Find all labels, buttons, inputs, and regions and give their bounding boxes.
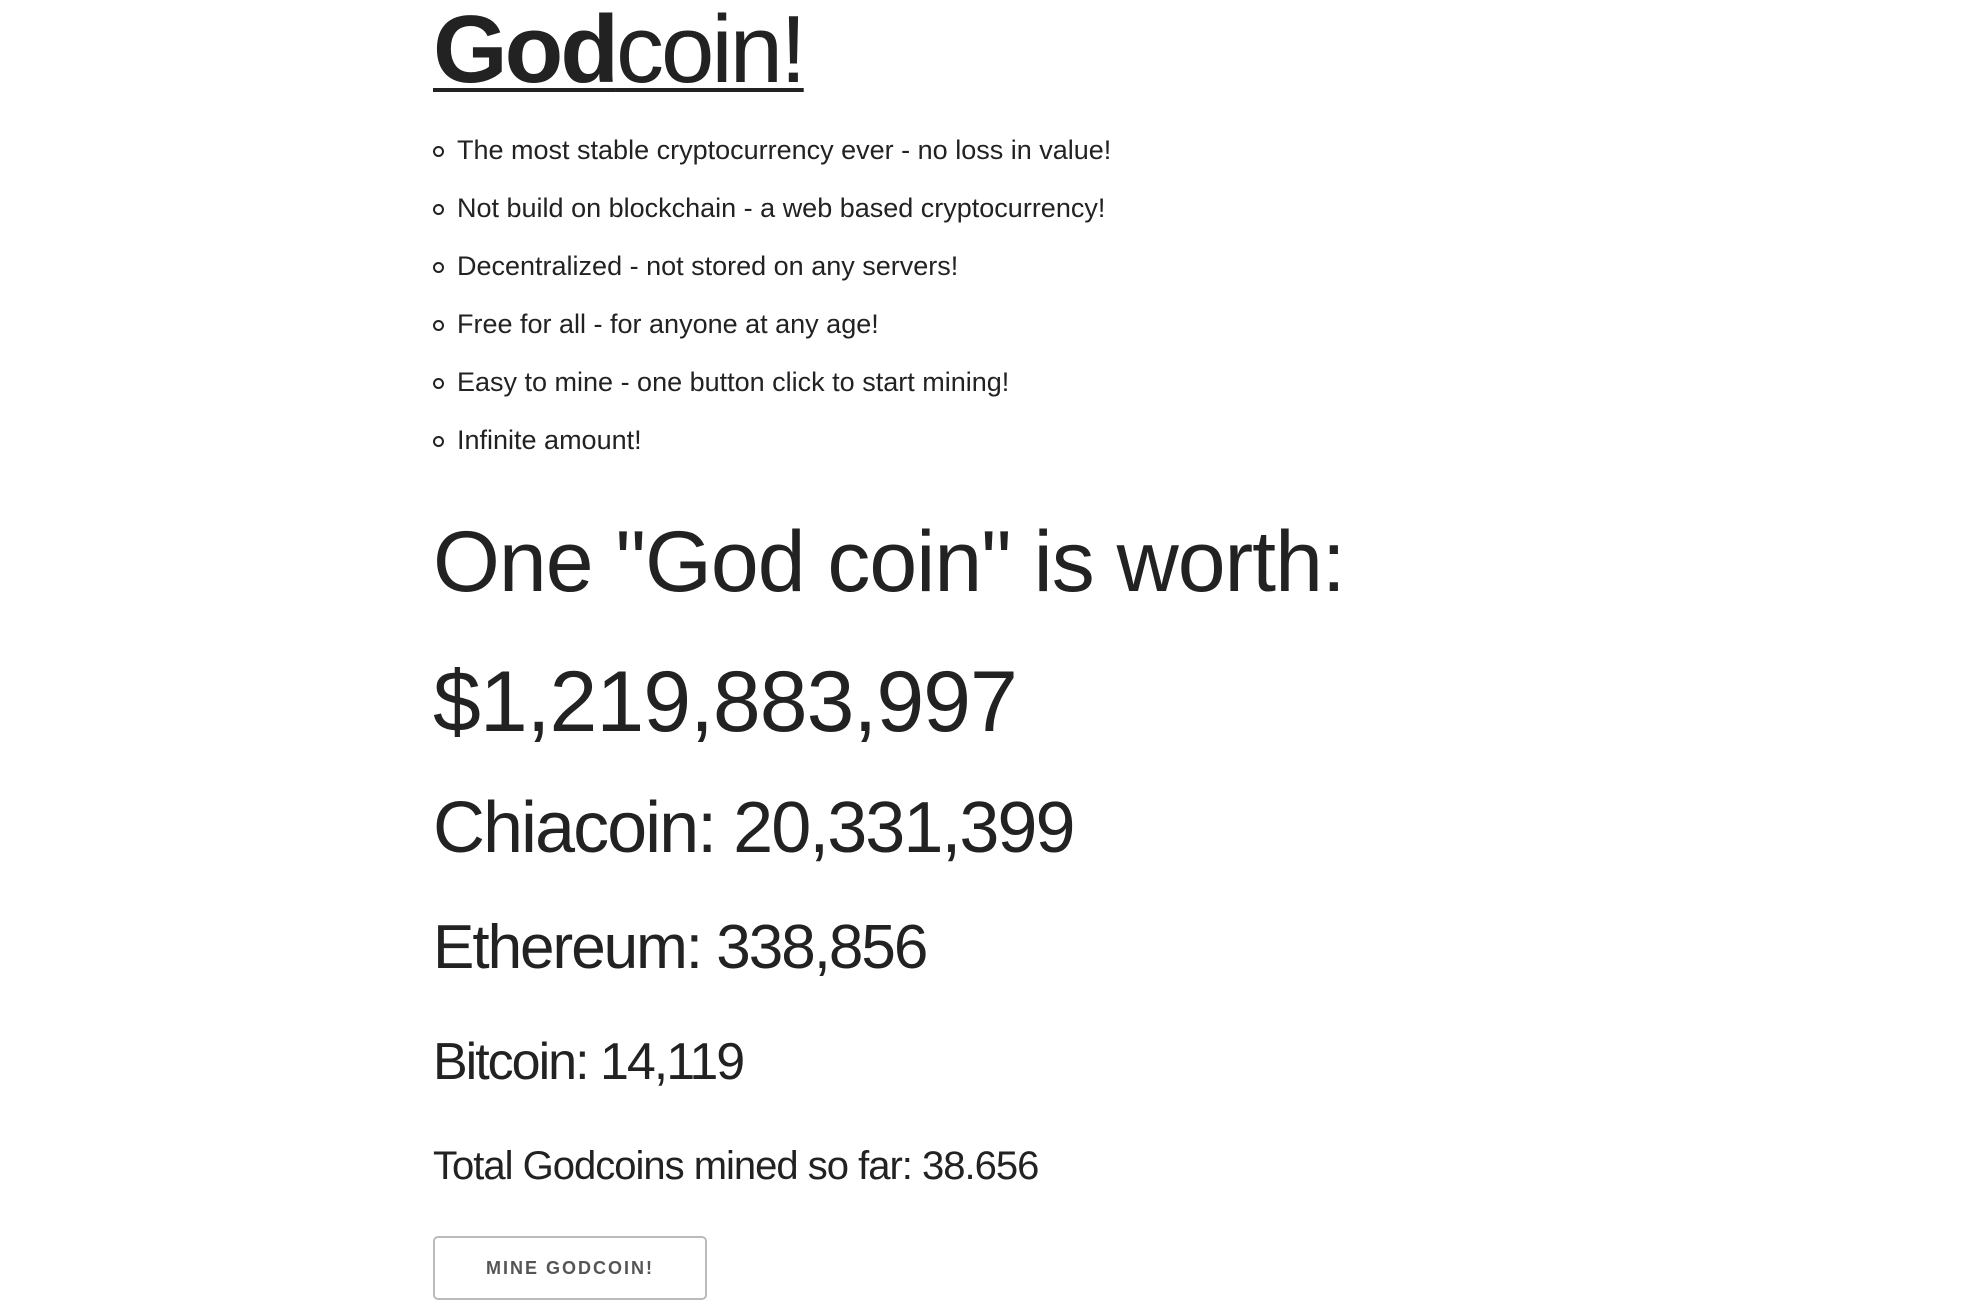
list-item: Infinite amount! [433,424,1533,456]
circle-bullet-icon [433,204,444,215]
title-link[interactable]: Godcoin! [433,0,807,103]
circle-bullet-icon [433,262,444,273]
ethereum-rate: Ethereum: 338,856 [433,913,928,982]
page-title: Godcoin! [433,0,1533,98]
mine-godcoin-button[interactable]: MINE GODCOIN! [433,1236,707,1300]
circle-bullet-icon [433,146,444,157]
feature-text: Not build on blockchain - a web based cr… [457,193,1106,223]
total-mined: Total Godcoins mined so far: 38.656 [433,1144,1039,1188]
list-item: Decentralized - not stored on any server… [433,250,1533,282]
list-item: Easy to mine - one button click to start… [433,366,1533,398]
feature-text: Decentralized - not stored on any server… [457,251,959,281]
main-content: Godcoin! The most stable cryptocurrency … [433,0,1533,1300]
title-rest-part: coin! [615,0,807,103]
feature-text: Easy to mine - one button click to start… [457,367,1010,397]
feature-list: The most stable cryptocurrency ever - no… [433,134,1533,456]
circle-bullet-icon [433,436,444,447]
circle-bullet-icon [433,320,444,331]
list-item: The most stable cryptocurrency ever - no… [433,134,1533,166]
feature-text: The most stable cryptocurrency ever - no… [457,135,1112,165]
usd-value: $1,219,883,997 [433,654,1018,750]
circle-bullet-icon [433,378,444,389]
title-bold-part: God [433,0,619,103]
chiacoin-rate: Chiacoin: 20,331,399 [433,788,1076,868]
feature-text: Infinite amount! [457,425,642,455]
list-item: Not build on blockchain - a web based cr… [433,192,1533,224]
list-item: Free for all - for anyone at any age! [433,308,1533,340]
worth-heading: One "God coin" is worth: [433,514,1346,610]
bitcoin-rate: Bitcoin: 14,119 [433,1033,745,1091]
feature-text: Free for all - for anyone at any age! [457,309,879,339]
